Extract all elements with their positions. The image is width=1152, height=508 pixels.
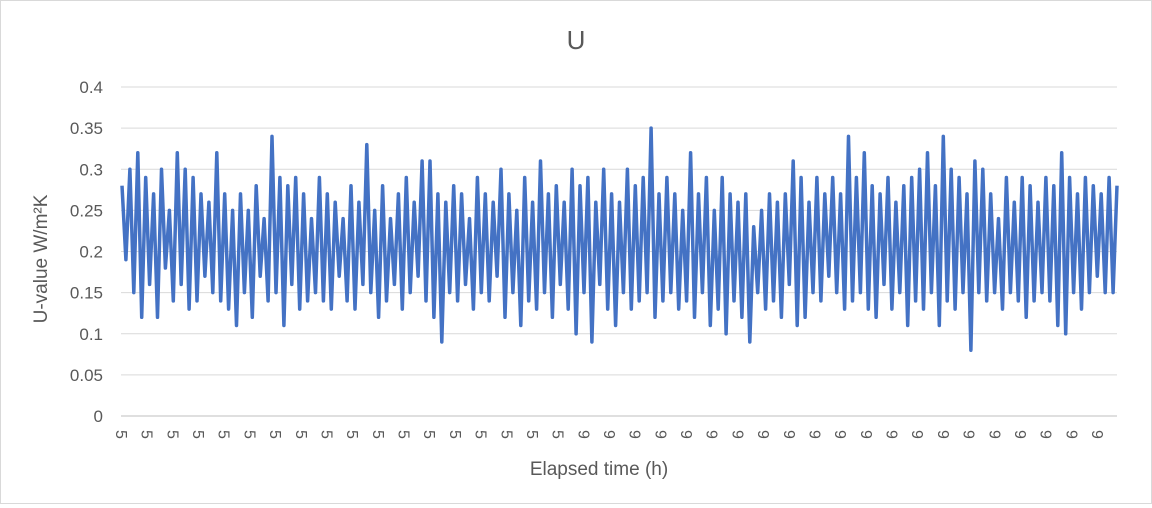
x-tick-label: 9: [703, 430, 720, 439]
y-tick-label: 0.3: [79, 160, 103, 179]
x-tick-label: 5: [472, 430, 489, 439]
x-tick-label: 9: [626, 430, 643, 439]
x-tick-label: 5: [446, 430, 463, 439]
x-tick-label: 9: [728, 430, 745, 439]
x-tick-label: 5: [317, 430, 334, 439]
y-tick-label: 0.15: [70, 284, 103, 303]
x-axis-label: Elapsed time (h): [530, 459, 668, 480]
y-tick-label: 0: [94, 407, 103, 426]
x-tick-label: 9: [934, 430, 951, 439]
x-tick-label: 9: [651, 430, 668, 439]
x-tick-label: 9: [960, 430, 977, 439]
x-tick-label: 9: [1062, 430, 1079, 439]
x-tick-label: 9: [1037, 430, 1054, 439]
y-tick-label: 0.35: [70, 119, 103, 138]
x-tick-label: 9: [1011, 430, 1028, 439]
x-tick-label: 5: [369, 430, 386, 439]
y-tick-label: 0.1: [79, 325, 103, 344]
x-tick-label: 9: [600, 430, 617, 439]
x-tick-label: 5: [138, 430, 155, 439]
x-tick-label: 9: [908, 430, 925, 439]
x-tick-label: 5: [395, 430, 412, 439]
y-tick-label: 0.4: [79, 78, 103, 97]
x-tick-label: 9: [780, 430, 797, 439]
x-tick-label: 5: [343, 430, 360, 439]
x-tick-label: 5: [266, 430, 283, 439]
x-tick-label: 5: [189, 430, 206, 439]
y-axis-label: U-value W/m²K: [31, 194, 52, 323]
x-tick-label: 5: [523, 430, 540, 439]
y-tick-label: 0.25: [70, 201, 103, 220]
x-tick-label: 9: [985, 430, 1002, 439]
x-tick-label: 9: [677, 430, 694, 439]
x-tick-label: 5: [163, 430, 180, 439]
x-tick-label: 9: [805, 430, 822, 439]
x-tick-label: 9: [574, 430, 591, 439]
x-tick-label: 9: [1088, 430, 1105, 439]
x-tick-label: 9: [883, 430, 900, 439]
x-tick-label: 5: [292, 430, 309, 439]
x-tick-label: 5: [420, 430, 437, 439]
series-line: [120, 126, 1119, 352]
x-tick-label: 5: [112, 430, 129, 439]
y-tick-labels: 0 0.05 0.1 0.15 0.2 0.25 0.3 0.35 0.4: [70, 78, 103, 426]
x-tick-label: 5: [215, 430, 232, 439]
y-tick-label: 0.05: [70, 366, 103, 385]
x-tick-label: 9: [754, 430, 771, 439]
x-tick-label: 5: [549, 430, 566, 439]
y-tick-label: 0.2: [79, 243, 103, 262]
x-tick-label: 5: [240, 430, 257, 439]
x-tick-label: 9: [831, 430, 848, 439]
x-tick-label: 9: [857, 430, 874, 439]
x-tick-label: 5: [497, 430, 514, 439]
chart-title: U: [567, 25, 586, 55]
